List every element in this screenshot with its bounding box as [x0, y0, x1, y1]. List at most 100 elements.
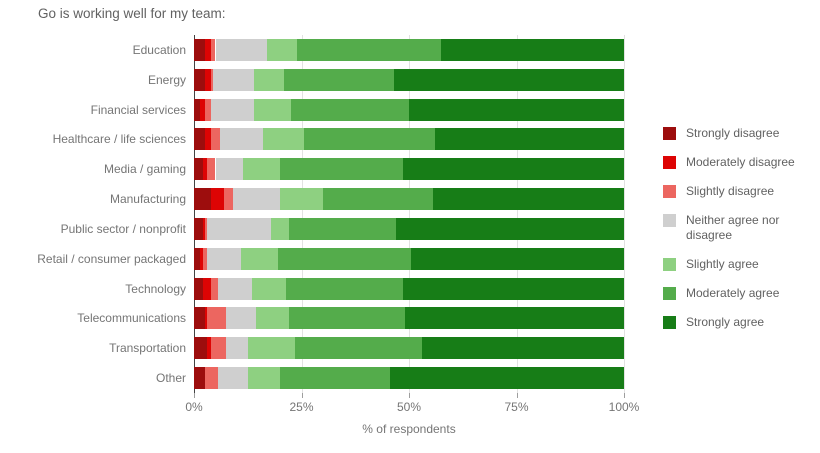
- x-tick-label: 50%: [396, 400, 422, 414]
- bar-segment: [389, 367, 624, 390]
- bar-segment: [211, 337, 227, 360]
- gridline: [624, 35, 625, 393]
- bar-segment: [211, 98, 255, 121]
- bar-segment: [295, 337, 422, 360]
- bar-segment: [226, 337, 248, 360]
- bar-segment: [194, 337, 207, 360]
- y-axis-line: [194, 35, 195, 393]
- bar-segment: [204, 128, 212, 151]
- bar-segment: [194, 307, 205, 330]
- bar-segment: [262, 128, 304, 151]
- bar-segment: [404, 307, 624, 330]
- bar-segment: [254, 68, 285, 91]
- bar-segment: [226, 307, 257, 330]
- category-label: Financial services: [90, 102, 186, 117]
- bar-row: [194, 277, 624, 300]
- category-label: Education: [132, 42, 186, 57]
- legend-label: Strongly disagree: [686, 126, 780, 140]
- bar-segment: [211, 188, 225, 211]
- bar-segment: [204, 367, 218, 390]
- x-tick-mark: [194, 393, 195, 398]
- bar-segment: [393, 68, 624, 91]
- bar-segment: [323, 188, 433, 211]
- category-label: Energy: [147, 72, 186, 87]
- bar-row: [194, 158, 624, 181]
- legend-label: Strongly agree: [686, 315, 765, 329]
- legend-item: Moderately disagree: [663, 155, 798, 170]
- bar-segment: [204, 38, 212, 61]
- legend-item: Neither agree nor disagree: [663, 213, 798, 243]
- category-label: Media / gaming: [103, 162, 186, 177]
- bar-segment: [194, 68, 205, 91]
- bar-segment: [247, 337, 296, 360]
- bar-segment: [267, 38, 298, 61]
- x-tick-mark: [409, 393, 410, 398]
- bar-segment: [247, 367, 280, 390]
- bar-segment: [202, 158, 207, 181]
- bar-segment: [194, 158, 203, 181]
- bar-segment: [441, 38, 624, 61]
- legend-item: Moderately agree: [663, 286, 798, 301]
- bar-segment: [217, 367, 248, 390]
- bar-segment: [217, 277, 253, 300]
- gridline: [516, 35, 518, 393]
- bar-segment: [204, 98, 212, 121]
- bar-segment: [288, 307, 405, 330]
- legend-swatch: [663, 316, 676, 329]
- legend-label: Moderately disagree: [686, 155, 795, 169]
- bar-segment: [213, 68, 255, 91]
- category-label: Technology: [125, 281, 186, 296]
- bar-row: [194, 98, 624, 121]
- category-label: Telecommunications: [77, 311, 186, 326]
- category-label: Manufacturing: [109, 192, 186, 207]
- bar-segment: [421, 337, 624, 360]
- legend-swatch: [663, 156, 676, 169]
- bar-segment: [204, 307, 207, 330]
- bar-segment: [194, 367, 205, 390]
- category-label: Retail / consumer packaged: [37, 251, 186, 266]
- bar-segment: [194, 38, 205, 61]
- bar-segment: [288, 217, 397, 240]
- bar-segment: [215, 38, 268, 61]
- legend-swatch: [663, 287, 676, 300]
- bar-segment: [280, 158, 403, 181]
- bar-row: [194, 217, 624, 240]
- bar-segment: [303, 128, 435, 151]
- legend-swatch: [663, 258, 676, 271]
- legend-label: Neither agree nor disagree: [686, 213, 780, 242]
- bar-segment: [215, 158, 244, 181]
- bar-segment: [202, 217, 205, 240]
- bar-segment: [256, 307, 289, 330]
- gridline: [301, 35, 303, 393]
- legend-item: Strongly agree: [663, 315, 798, 330]
- x-axis-title: % of respondents: [362, 422, 456, 436]
- bar-segment: [396, 217, 624, 240]
- category-label: Other: [155, 371, 186, 386]
- category-label: Public sector / nonprofit: [60, 221, 186, 236]
- legend-item: Slightly disagree: [663, 184, 798, 199]
- bar-segment: [277, 247, 412, 270]
- bar-row: [194, 38, 624, 61]
- bar-segment: [271, 217, 289, 240]
- bar-segment: [409, 98, 624, 121]
- legend-swatch: [663, 214, 676, 227]
- bar-segment: [290, 98, 409, 121]
- x-tick-mark: [624, 393, 625, 398]
- plot-area: [194, 35, 625, 393]
- bar-segment: [204, 217, 207, 240]
- bar-segment: [204, 68, 212, 91]
- bar-segment: [206, 337, 212, 360]
- bar-segment: [284, 68, 394, 91]
- x-tick-mark: [301, 393, 303, 398]
- bar-segment: [206, 158, 216, 181]
- bar-segment: [194, 188, 212, 211]
- legend-label: Slightly agree: [686, 257, 759, 271]
- bar-segment: [280, 188, 323, 211]
- bar-segment: [232, 188, 280, 211]
- bar-segment: [211, 277, 218, 300]
- bar-segment: [200, 247, 203, 270]
- bar-segment: [194, 217, 203, 240]
- bar-segment: [252, 277, 287, 300]
- bar-segment: [194, 98, 201, 121]
- bar-segment: [206, 217, 272, 240]
